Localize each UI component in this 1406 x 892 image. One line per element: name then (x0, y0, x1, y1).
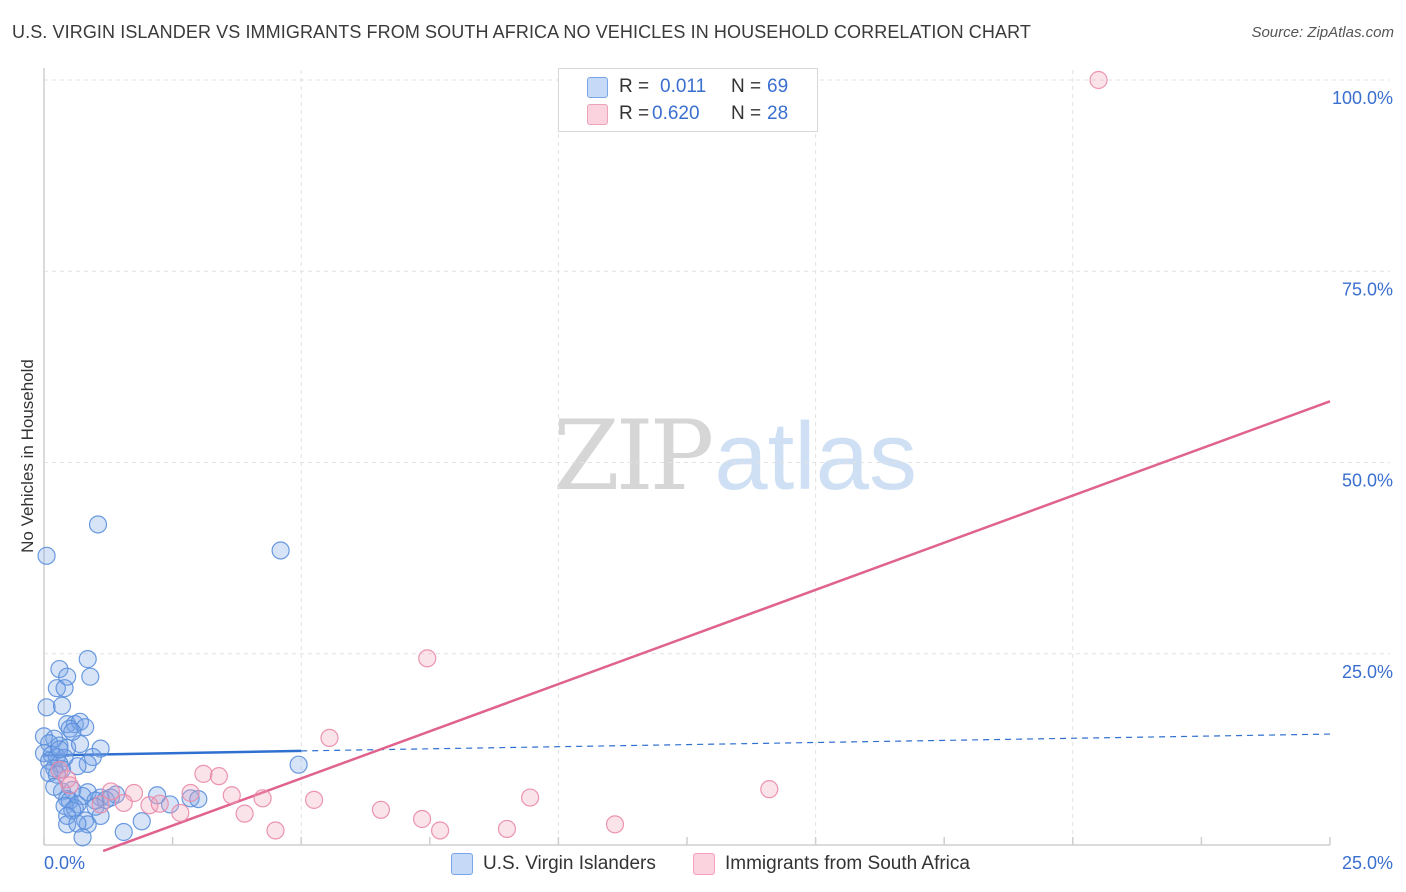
south-africa-point (304, 790, 324, 809)
south-africa-point (320, 728, 339, 748)
legend-n-label: N = (731, 76, 762, 97)
virgin-islander-point (78, 650, 97, 669)
series-name: U.S. Virgin Islanders (483, 853, 656, 874)
virgin-islander-point (70, 712, 90, 731)
south-africa-point (497, 819, 517, 839)
trend-layer (43, 400, 1331, 853)
y-tick-label: 75.0% (1342, 279, 1393, 299)
points-layer (34, 70, 1108, 847)
south-africa-point (371, 800, 391, 819)
virgin-islander-point (47, 679, 66, 698)
south-africa-point (194, 764, 213, 783)
virgin-islander-point (58, 667, 77, 686)
south-africa-point (60, 776, 79, 795)
y-tick-label: 100.0% (1332, 88, 1393, 108)
virgin-islander-point (55, 679, 74, 698)
virgin-islander-point (37, 546, 56, 565)
virgin-islander-point (132, 812, 151, 831)
south-africa-point (760, 780, 779, 799)
legend-r-label: R = (619, 103, 650, 124)
south-africa-point (253, 789, 272, 808)
virgin-islander-point (40, 763, 59, 783)
south-africa-point (150, 794, 169, 813)
legend-n-label: N = (731, 103, 762, 124)
grid-layer (44, 70, 1390, 845)
south-africa-point (181, 783, 200, 803)
virgin-islander-point (63, 722, 82, 741)
source-label: Source: ZipAtlas.com (1251, 24, 1394, 41)
correlation-legend: R = 0.011 N = 69 R = 0.620 N = 28 (558, 68, 818, 132)
south-africa-point (1089, 70, 1108, 90)
south-africa-point (171, 803, 190, 822)
series-swatch-blue (451, 853, 473, 875)
virgin-islander-point (81, 667, 100, 686)
virgin-islander-point (68, 757, 87, 776)
legend-swatch-blue (587, 77, 608, 98)
virgin-islander-point (114, 822, 133, 842)
virgin-islander-point (50, 659, 69, 679)
south-africa-point (418, 649, 437, 668)
legend-n-value: 28 (767, 103, 789, 124)
x-tick-label: 0.0% (44, 853, 85, 873)
south-africa-point (222, 786, 241, 805)
south-africa-point (101, 782, 120, 801)
south-africa-point (50, 760, 69, 780)
legend-r-value: 0.011 (660, 76, 707, 97)
virgin-islander-point (289, 755, 308, 774)
virgin-islander-point (271, 541, 290, 560)
south-africa-point (114, 793, 133, 813)
legend-r-label: R = (619, 76, 650, 97)
y-tick-label: 25.0% (1342, 662, 1393, 682)
chart-title: U.S. VIRGIN ISLANDER VS IMMIGRANTS FROM … (12, 22, 1031, 42)
virgin-islander-point (88, 515, 108, 534)
series-name: Immigrants from South Africa (725, 853, 970, 874)
virgin-islander-point (52, 696, 72, 715)
virgin-islander-point (65, 799, 84, 818)
south-africa-point (412, 809, 432, 829)
series-swatch-pink (693, 853, 715, 875)
tick-label-layer: 25.0% 50.0% 75.0% 100.0% 0.0% 25.0% (44, 88, 1393, 873)
south-africa-point (266, 821, 285, 840)
south-africa-point (235, 804, 254, 823)
virgin-islander-trendline (43, 749, 302, 757)
south-africa-point (521, 788, 540, 807)
legend-n-value: 69 (767, 76, 789, 97)
legend-swatch-pink (587, 104, 608, 125)
virgin-islander-point (60, 719, 79, 738)
virgin-islander-point (37, 698, 56, 717)
south-africa-point (430, 821, 450, 840)
south-africa-point (91, 795, 110, 814)
virgin-islander-point (73, 828, 92, 847)
legend-r-value: 0.620 (652, 103, 700, 124)
virgin-islander-point (50, 740, 69, 759)
y-tick-label: 50.0% (1342, 471, 1393, 491)
virgin-islander-point (181, 789, 200, 808)
axis-layer (43, 68, 1331, 846)
south-africa-point (605, 815, 625, 834)
south-africa-trendline (102, 400, 1331, 853)
virgin-islander-point (58, 815, 77, 834)
south-africa-point (209, 767, 228, 786)
virgin-islander-point (68, 814, 87, 833)
x-tick-label: 25.0% (1342, 853, 1393, 873)
